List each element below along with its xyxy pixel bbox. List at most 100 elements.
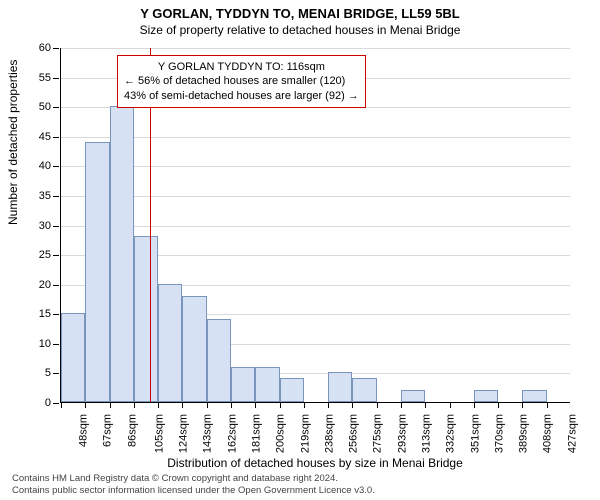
x-tick [328, 402, 329, 408]
y-tick [53, 314, 59, 315]
histogram-bar [352, 378, 376, 402]
x-tick-label: 275sqm [372, 414, 384, 453]
histogram-bar [134, 236, 158, 402]
x-tick [474, 402, 475, 408]
y-tick [53, 107, 59, 108]
y-tick-label: 20 [39, 279, 51, 291]
x-tick [85, 402, 86, 408]
x-tick [231, 402, 232, 408]
x-tick-label: 219sqm [299, 414, 311, 453]
x-tick [425, 402, 426, 408]
histogram-bar [231, 367, 255, 403]
x-tick-label: 105sqm [153, 414, 165, 453]
x-tick-label: 124sqm [178, 414, 190, 453]
info-box-line-smaller: ← 56% of detached houses are smaller (12… [124, 74, 359, 88]
y-tick-label: 10 [39, 338, 51, 350]
footer-line-2: Contains public sector information licen… [12, 485, 375, 496]
y-tick-label: 25 [39, 249, 51, 261]
x-tick-label: 293sqm [396, 414, 408, 453]
histogram-bar [474, 390, 498, 402]
x-tick [182, 402, 183, 408]
x-tick-label: 67sqm [102, 414, 114, 447]
x-tick-label: 256sqm [348, 414, 360, 453]
y-tick [53, 48, 59, 49]
y-tick-label: 55 [39, 72, 51, 84]
y-tick [53, 226, 59, 227]
x-tick [498, 402, 499, 408]
info-box-title: Y GORLAN TYDDYN TO: 116sqm [124, 60, 359, 74]
x-tick-label: 313sqm [421, 414, 433, 453]
y-tick [53, 196, 59, 197]
y-tick [53, 137, 59, 138]
y-tick [53, 166, 59, 167]
y-tick-label: 5 [45, 367, 51, 379]
x-tick [450, 402, 451, 408]
x-tick [352, 402, 353, 408]
x-tick [522, 402, 523, 408]
info-box-line-larger: 43% of semi-detached houses are larger (… [124, 89, 359, 103]
x-tick [61, 402, 62, 408]
title-main: Y GORLAN, TYDDYN TO, MENAI BRIDGE, LL59 … [0, 6, 600, 21]
x-tick [280, 402, 281, 408]
y-tick [53, 403, 59, 404]
x-tick-label: 143sqm [202, 414, 214, 453]
x-tick-label: 48sqm [78, 414, 90, 447]
x-tick-label: 408sqm [542, 414, 554, 453]
chart-container: Y GORLAN, TYDDYN TO, MENAI BRIDGE, LL59 … [0, 0, 600, 500]
x-tick-label: 162sqm [226, 414, 238, 453]
x-tick-label: 86sqm [126, 414, 138, 447]
x-tick-label: 332sqm [445, 414, 457, 453]
gridline [61, 196, 570, 197]
histogram-bar [182, 296, 206, 403]
y-tick-label: 15 [39, 308, 51, 320]
y-tick-label: 45 [39, 131, 51, 143]
x-tick [255, 402, 256, 408]
y-tick-label: 60 [39, 42, 51, 54]
y-tick [53, 344, 59, 345]
y-tick-label: 35 [39, 190, 51, 202]
x-axis-label: Distribution of detached houses by size … [60, 456, 570, 470]
x-tick-label: 389sqm [518, 414, 530, 453]
histogram-bar [207, 319, 231, 402]
y-tick [53, 373, 59, 374]
y-tick [53, 285, 59, 286]
histogram-bar [280, 378, 304, 402]
y-tick-label: 50 [39, 101, 51, 113]
x-tick [158, 402, 159, 408]
x-tick [547, 402, 548, 408]
footer-attribution: Contains HM Land Registry data © Crown c… [12, 473, 375, 496]
property-info-box: Y GORLAN TYDDYN TO: 116sqm← 56% of detac… [117, 55, 366, 108]
histogram-bar [255, 367, 279, 403]
x-tick [110, 402, 111, 408]
histogram-bar [85, 142, 109, 402]
gridline [61, 48, 570, 49]
histogram-bar [110, 106, 134, 402]
title-block: Y GORLAN, TYDDYN TO, MENAI BRIDGE, LL59 … [0, 6, 600, 37]
histogram-bar [158, 284, 182, 402]
y-tick [53, 255, 59, 256]
y-tick-label: 0 [45, 397, 51, 409]
x-tick [134, 402, 135, 408]
gridline [61, 137, 570, 138]
histogram-bar [401, 390, 425, 402]
histogram-bar [522, 390, 546, 402]
y-tick-label: 40 [39, 160, 51, 172]
y-tick-label: 30 [39, 220, 51, 232]
title-sub: Size of property relative to detached ho… [0, 23, 600, 37]
x-tick [377, 402, 378, 408]
footer-line-1: Contains HM Land Registry data © Crown c… [12, 473, 375, 484]
x-tick-label: 351sqm [469, 414, 481, 453]
x-tick-label: 427sqm [566, 414, 578, 453]
y-axis-label: Number of detached properties [6, 60, 20, 225]
y-tick [53, 78, 59, 79]
x-tick-label: 181sqm [251, 414, 263, 453]
histogram-bar [328, 372, 352, 402]
gridline [61, 166, 570, 167]
x-tick-label: 238sqm [323, 414, 335, 453]
histogram-bar [61, 313, 85, 402]
x-tick-label: 370sqm [493, 414, 505, 453]
x-tick [207, 402, 208, 408]
plot-area: 05101520253035404550556048sqm67sqm86sqm1… [60, 48, 570, 403]
x-tick-label: 200sqm [275, 414, 287, 453]
x-tick [401, 402, 402, 408]
